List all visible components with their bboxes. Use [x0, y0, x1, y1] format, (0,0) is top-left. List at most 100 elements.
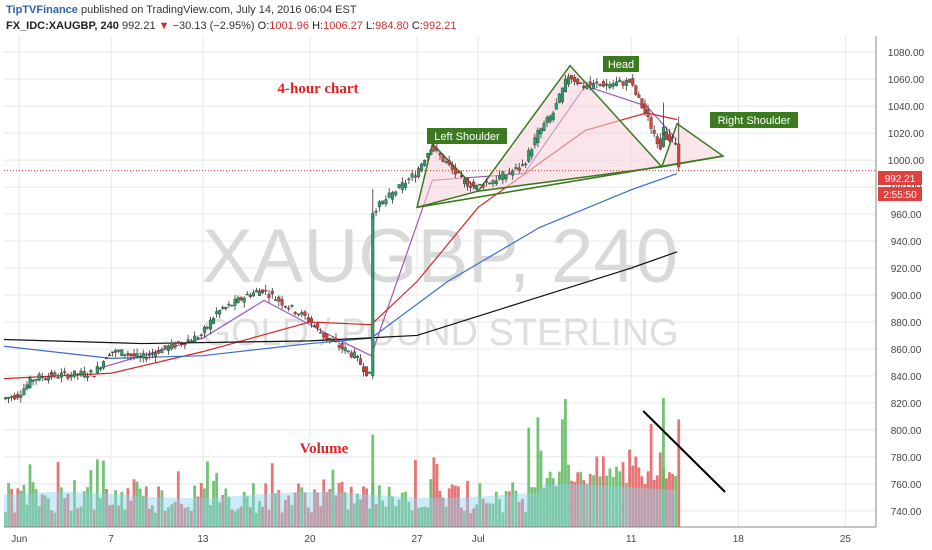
volume-bar [66, 493, 70, 527]
candle-body [239, 297, 243, 301]
candle-body [563, 78, 567, 93]
candle-body [215, 311, 219, 314]
volume-bar [414, 459, 417, 527]
volume-bar [283, 499, 287, 527]
candle-body [82, 371, 86, 378]
candle-body [19, 395, 23, 398]
volume-bar [365, 488, 368, 527]
volume-bar [264, 483, 268, 527]
volume-bar [628, 449, 631, 527]
candle-body [420, 163, 424, 172]
volume-bar [665, 478, 668, 527]
volume-bar [209, 505, 212, 527]
volume-bar [517, 501, 521, 527]
candle-body [567, 76, 571, 85]
moving-average-line [3, 251, 678, 345]
y-tick-label: 1000.00 [888, 156, 925, 167]
volume-bar [212, 480, 215, 527]
volume-bar [167, 507, 170, 527]
candle-body [459, 175, 463, 177]
x-tick-label: 18 [733, 534, 745, 545]
volume-bar [86, 487, 89, 527]
candle-body [13, 394, 17, 400]
volume-bar [397, 499, 401, 527]
volume-bar [527, 427, 531, 527]
candle-body [573, 77, 577, 82]
volume-bar [82, 491, 86, 527]
volume-bar [40, 494, 44, 527]
candle-body [340, 343, 344, 350]
candle-body [605, 83, 609, 86]
close-value: 992.21 [422, 20, 457, 32]
volume-bar [453, 485, 457, 527]
candle-body [365, 366, 369, 377]
volume-bar [173, 502, 177, 527]
volume-bar [255, 512, 258, 527]
head-triangle [476, 64, 664, 193]
candle-body [432, 145, 436, 152]
open-value: 1001.96 [269, 20, 310, 32]
volume-bar [316, 492, 320, 527]
candle-body [108, 354, 112, 357]
candle-body [453, 167, 457, 175]
head-label: Head [608, 59, 634, 71]
candle-body [173, 342, 177, 348]
candle-body [343, 347, 347, 352]
x-tick-label: 20 [304, 534, 316, 545]
symbol-label[interactable]: FX_IDC:XAUGBP, 240 [6, 20, 119, 32]
volume-bar [533, 487, 537, 527]
candle-body [306, 317, 310, 322]
volume-bar [277, 490, 281, 527]
volume-bar [637, 467, 641, 527]
open-label: O: [257, 20, 270, 32]
candle-body [426, 153, 430, 158]
volume-bar [19, 490, 23, 527]
volume-bar [196, 496, 200, 527]
candle-body [221, 306, 225, 309]
volume-bar [582, 480, 586, 527]
volume-bar [218, 502, 222, 527]
y-tick-label: 1060.00 [888, 75, 925, 86]
candle-body [334, 337, 338, 342]
candle-body [69, 375, 73, 378]
candle-body [180, 343, 184, 345]
volume-bar [46, 498, 50, 527]
y-tick-label: 820.00 [891, 399, 922, 410]
volume-bar [160, 490, 164, 527]
candle-body [43, 378, 47, 381]
volume-bar [150, 505, 154, 527]
volume-bar [658, 452, 662, 527]
volume-bar [362, 486, 365, 527]
y-tick-label: 780.00 [891, 453, 922, 464]
volume-bar [306, 507, 310, 527]
candle-body [270, 290, 274, 295]
candle-body [545, 117, 549, 123]
candle-body [637, 94, 641, 98]
candle-body [4, 397, 8, 400]
volume-bar [340, 481, 344, 527]
publish-info: TipTVFinance published on TradingView.co… [6, 4, 357, 16]
publisher-link[interactable]: TipTVFinance [6, 4, 78, 16]
candle-body [72, 370, 76, 377]
y-tick-label: 920.00 [891, 264, 922, 275]
candle-body [551, 112, 555, 120]
head-callout: Head [603, 56, 639, 72]
volume-trendline [642, 410, 726, 493]
volume-bar [92, 509, 96, 527]
candle-body [539, 128, 543, 134]
candle-body [189, 340, 193, 343]
candle-body [631, 78, 635, 86]
candle-body [186, 339, 190, 342]
candle-body [374, 211, 378, 213]
volume-bar [193, 485, 197, 527]
volume-bar [343, 492, 347, 527]
candle-body [135, 353, 139, 357]
last-price: 992.21 [121, 20, 156, 32]
candle-body [111, 351, 115, 354]
candle-body [536, 130, 540, 144]
candle-body [507, 172, 511, 175]
candle-body [193, 335, 197, 343]
candle-body [548, 115, 552, 122]
